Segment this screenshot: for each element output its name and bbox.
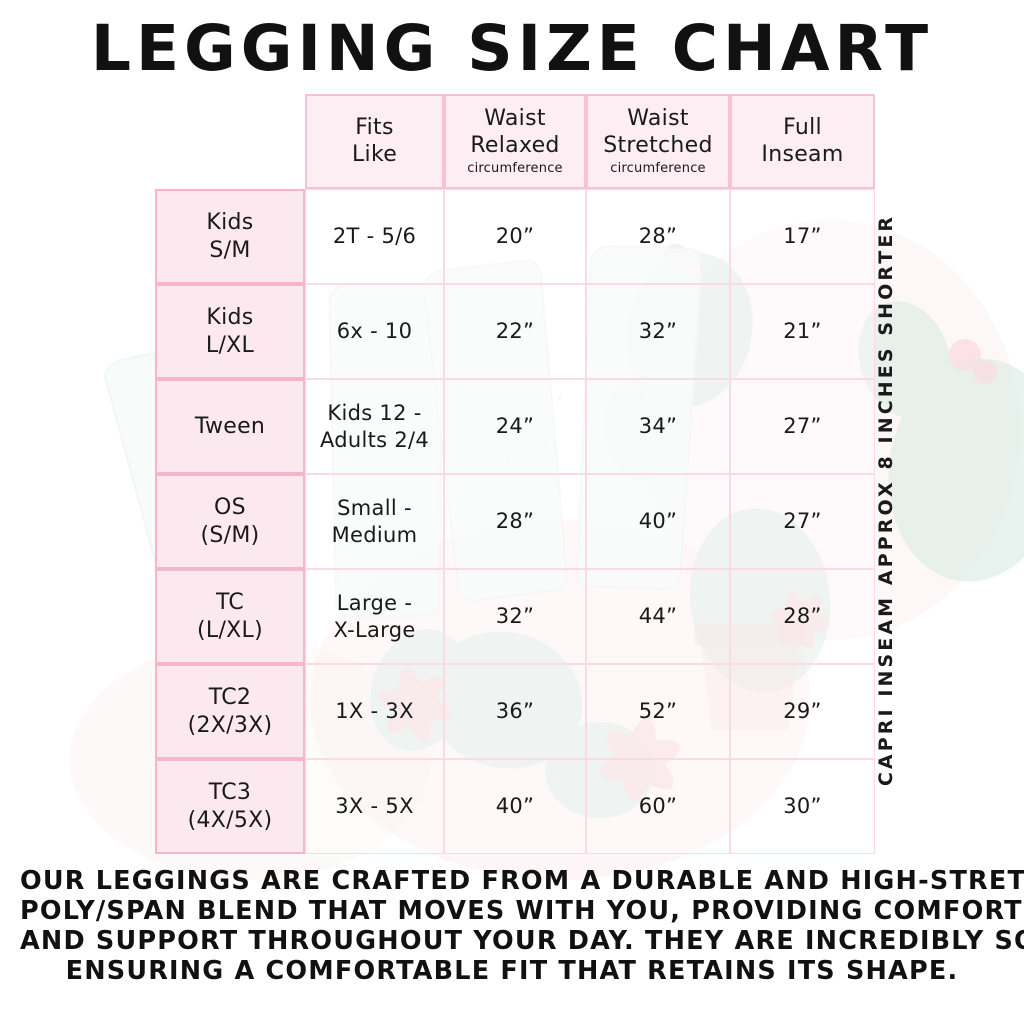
- cell-line2: Medium: [331, 522, 418, 547]
- table-row: OS (S/M) Small - Medium 28” 40” 27”: [155, 474, 875, 569]
- cell-waist-stretched: 34”: [586, 379, 730, 474]
- cell-line1: 1X - 3X: [335, 699, 414, 724]
- cell-waist-relaxed: 28”: [444, 474, 586, 569]
- row-label-line1: Kids: [206, 305, 254, 330]
- cell-fits-like: 2T - 5/6: [305, 189, 444, 284]
- row-label-kids-sm: Kids S/M: [155, 189, 305, 284]
- row-label-tc2: TC2 (2X/3X): [155, 664, 305, 759]
- footer-description: OUR LEGGINGS ARE CRAFTED FROM A DURABLE …: [20, 866, 1024, 986]
- row-label-tc3: TC3 (4X/5X): [155, 759, 305, 854]
- cell-line2: Adults 2/4: [319, 427, 430, 452]
- cell-fits-like: 6x - 10: [305, 284, 444, 379]
- column-header-subtitle: circumference: [610, 160, 706, 176]
- row-label-line1: Kids: [206, 210, 254, 235]
- cell-fits-like: 3X - 5X: [305, 759, 444, 854]
- footer-line: OUR LEGGINGS ARE CRAFTED FROM A DURABLE …: [20, 866, 1024, 896]
- column-header-line2: Like: [351, 141, 398, 167]
- cell-line2: X-Large: [333, 617, 416, 642]
- footer-line: POLY/SPAN BLEND THAT MOVES WITH YOU, PRO…: [20, 896, 1023, 926]
- cell-fits-like: Kids 12 - Adults 2/4: [305, 379, 444, 474]
- row-label-line2: (L/XL): [197, 617, 263, 643]
- row-label-line1: TC2: [208, 685, 252, 710]
- row-label-tc-lxl: TC (L/XL): [155, 569, 305, 664]
- column-header-fits-like: Fits Like: [305, 94, 444, 189]
- cell-full-inseam: 17”: [730, 189, 875, 284]
- row-label-tween: Tween: [155, 379, 305, 474]
- column-header-line2: Stretched: [603, 133, 713, 159]
- cell-full-inseam: 30”: [730, 759, 875, 854]
- table-row: TC (L/XL) Large - X-Large 32” 44” 28”: [155, 569, 875, 664]
- cell-waist-relaxed: 24”: [444, 379, 586, 474]
- cell-waist-stretched: 28”: [586, 189, 730, 284]
- row-label-line1: TC: [215, 590, 245, 615]
- cell-fits-like: Large - X-Large: [305, 569, 444, 664]
- column-header-line1: Fits: [355, 114, 394, 140]
- capri-inseam-note: CAPRI INSEAM APPROX 8 INCHES SHORTER: [875, 213, 897, 787]
- column-header-line1: Waist: [484, 106, 546, 132]
- cell-line1: Kids 12 -: [327, 401, 422, 426]
- cell-full-inseam: 27”: [730, 379, 875, 474]
- cell-waist-stretched: 60”: [586, 759, 730, 854]
- size-chart-table: Fits Like Waist Relaxed circumference Wa…: [155, 94, 875, 854]
- table-row: Tween Kids 12 - Adults 2/4 24” 34” 27”: [155, 379, 875, 474]
- cell-waist-stretched: 44”: [586, 569, 730, 664]
- footer-line: ENSURING A COMFORTABLE FIT THAT RETAINS …: [65, 956, 959, 986]
- table-row: Kids L/XL 6x - 10 22” 32” 21”: [155, 284, 875, 379]
- cell-waist-stretched: 52”: [586, 664, 730, 759]
- table-row: TC3 (4X/5X) 3X - 5X 40” 60” 30”: [155, 759, 875, 854]
- column-header-line2: Inseam: [761, 141, 844, 167]
- cell-line1: 2T - 5/6: [332, 224, 417, 249]
- cell-line1: 6x - 10: [336, 319, 413, 344]
- row-label-kids-lxl: Kids L/XL: [155, 284, 305, 379]
- cell-waist-stretched: 32”: [586, 284, 730, 379]
- table-corner-cell: [155, 94, 305, 189]
- row-label-line2: (S/M): [200, 522, 260, 548]
- cell-line1: Large -: [336, 591, 413, 616]
- cell-waist-relaxed: 36”: [444, 664, 586, 759]
- cell-waist-relaxed: 22”: [444, 284, 586, 379]
- row-label-line1: TC3: [208, 780, 252, 805]
- column-header-waist-relaxed: Waist Relaxed circumference: [444, 94, 586, 189]
- cell-fits-like: 1X - 3X: [305, 664, 444, 759]
- footer-line: AND SUPPORT THROUGHOUT YOUR DAY. THEY AR…: [20, 926, 1024, 956]
- column-header-waist-stretched: Waist Stretched circumference: [586, 94, 730, 189]
- cell-line1: Small -: [337, 496, 412, 521]
- table-row: TC2 (2X/3X) 1X - 3X 36” 52” 29”: [155, 664, 875, 759]
- column-header-subtitle: circumference: [467, 160, 563, 176]
- row-label-line2: L/XL: [205, 332, 255, 358]
- cell-fits-like: Small - Medium: [305, 474, 444, 569]
- row-label-line1: Tween: [194, 413, 266, 439]
- row-label-line2: S/M: [209, 237, 251, 263]
- cell-waist-relaxed: 20”: [444, 189, 586, 284]
- page-title: LEGGING SIZE CHART: [90, 12, 934, 85]
- column-header-line2: Relaxed: [470, 133, 560, 159]
- cell-waist-stretched: 40”: [586, 474, 730, 569]
- table-row: Kids S/M 2T - 5/6 20” 28” 17”: [155, 189, 875, 284]
- row-label-os-sm: OS (S/M): [155, 474, 305, 569]
- cell-full-inseam: 27”: [730, 474, 875, 569]
- table-header-row: Fits Like Waist Relaxed circumference Wa…: [155, 94, 875, 189]
- column-header-line1: Waist: [627, 106, 689, 132]
- cell-line1: 3X - 5X: [335, 794, 414, 819]
- row-label-line2: (4X/5X): [187, 807, 273, 833]
- cell-waist-relaxed: 40”: [444, 759, 586, 854]
- column-header-line1: Full: [783, 114, 822, 140]
- column-header-full-inseam: Full Inseam: [730, 94, 875, 189]
- row-label-line1: OS: [214, 495, 246, 520]
- cell-full-inseam: 29”: [730, 664, 875, 759]
- cell-full-inseam: 21”: [730, 284, 875, 379]
- cell-waist-relaxed: 32”: [444, 569, 586, 664]
- cell-full-inseam: 28”: [730, 569, 875, 664]
- row-label-line2: (2X/3X): [187, 712, 273, 738]
